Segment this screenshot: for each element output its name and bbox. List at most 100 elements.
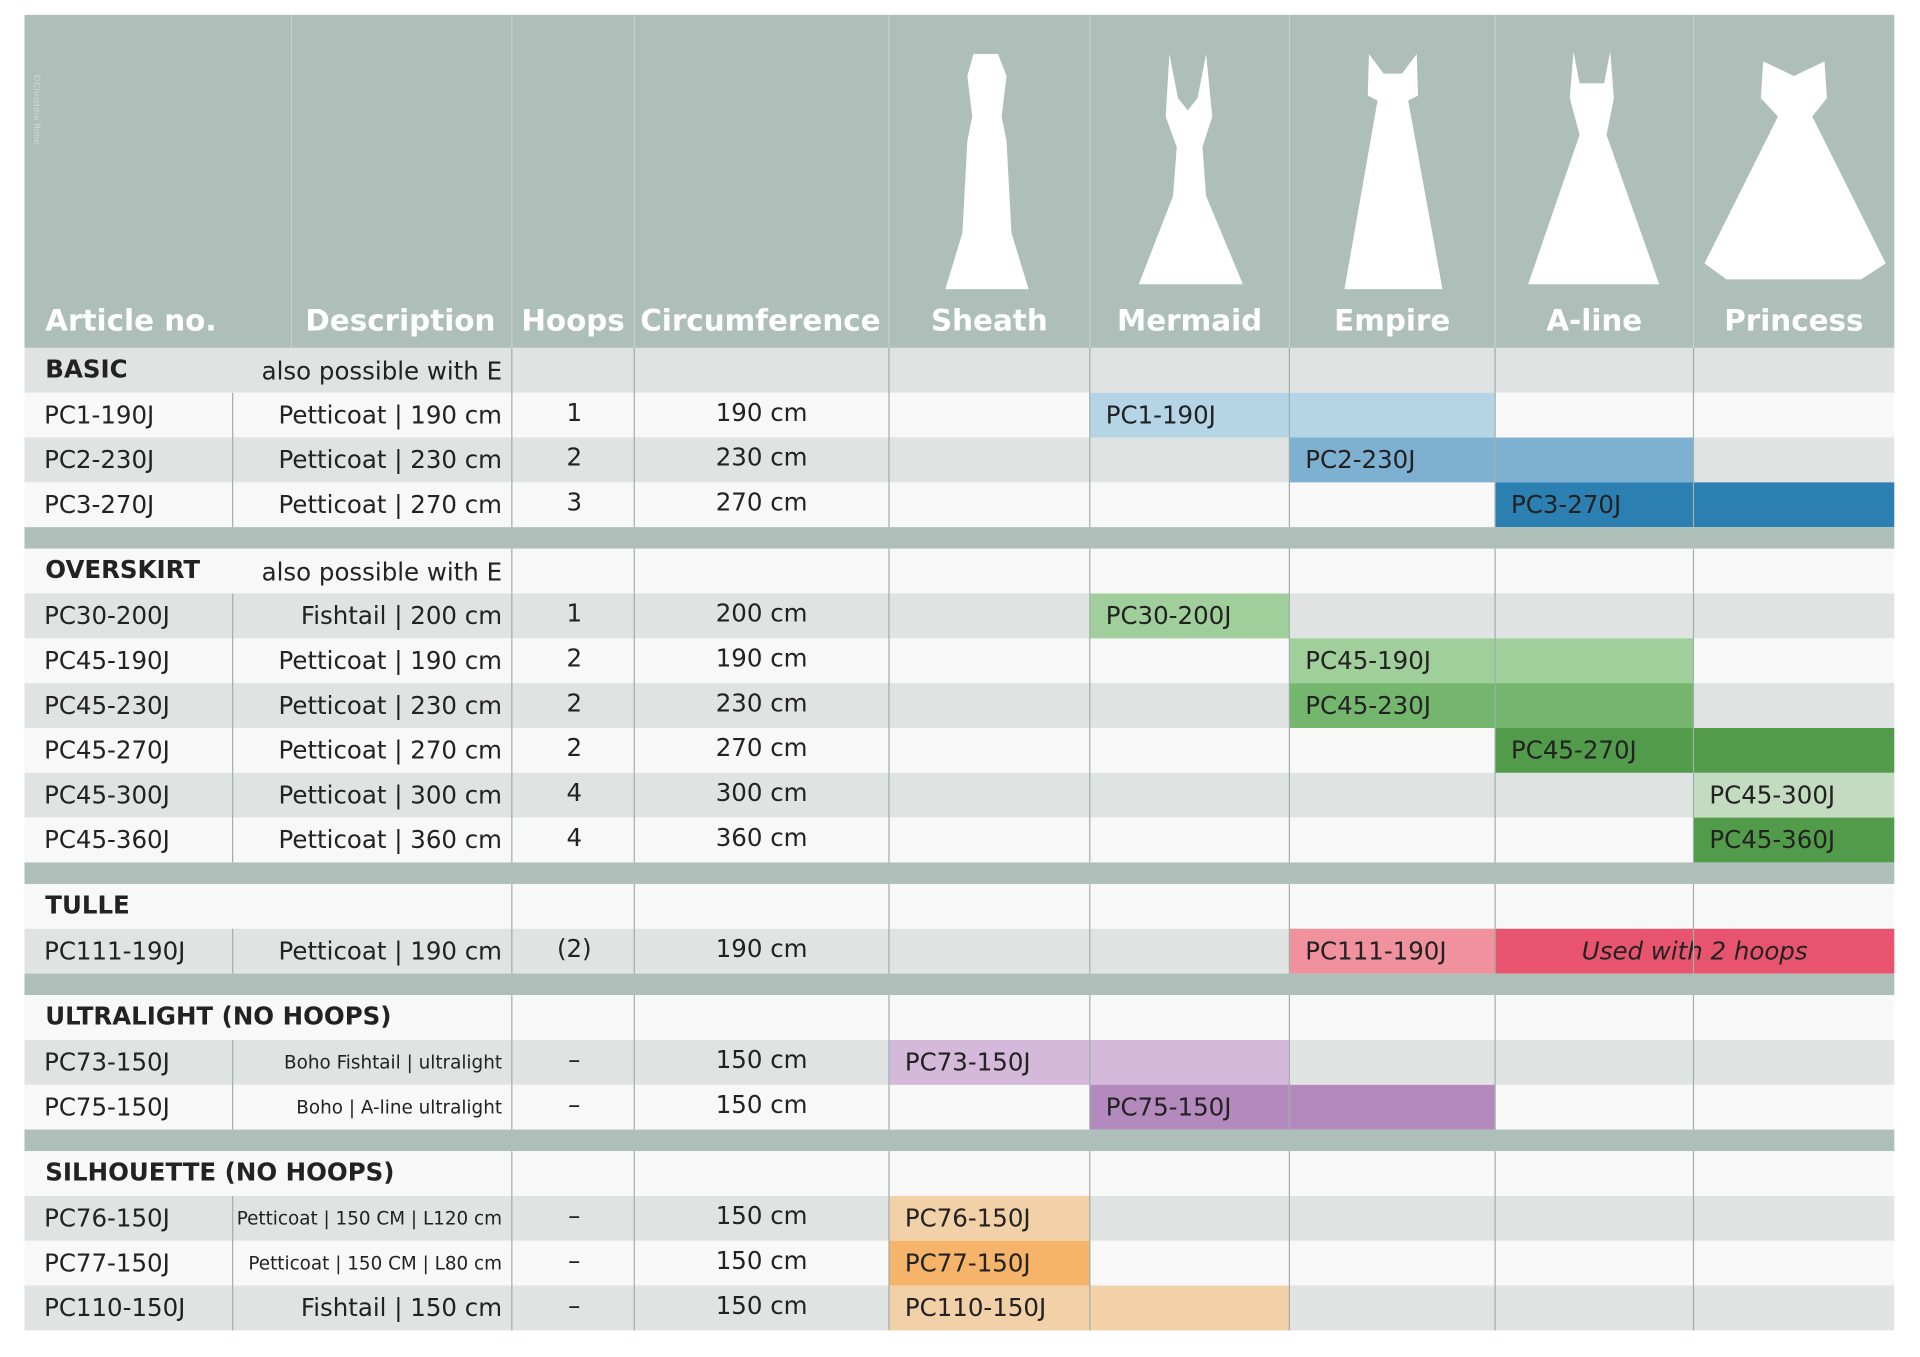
row-bg: [24, 392, 1895, 438]
hoops: –: [568, 1090, 580, 1119]
section-title: ULTRALIGHT (NO HOOPS): [45, 1002, 391, 1031]
description: Boho | A-line ultralight: [296, 1097, 502, 1118]
section-title: OVERSKIRT: [45, 555, 200, 584]
fit-bar: [1089, 1084, 1496, 1130]
fit-bar-label: PC45-300J: [1709, 780, 1835, 809]
column-header: Circumference: [640, 304, 880, 338]
article-no: PC111-190J: [44, 936, 185, 965]
hoops: (2): [557, 934, 592, 963]
hoops: 2: [566, 644, 582, 673]
fit-bar-label: PC45-270J: [1511, 736, 1637, 765]
circumference: 360 cm: [716, 823, 808, 852]
article-no: PC45-230J: [44, 691, 170, 720]
fit-bar-label: PC2-230J: [1305, 445, 1415, 474]
fit-bar-label: PC76-150J: [905, 1204, 1031, 1233]
article-no: PC45-190J: [44, 646, 170, 675]
hoops: 2: [566, 733, 582, 762]
dress-princess: [1704, 61, 1886, 280]
hoops: 4: [566, 823, 582, 852]
article-no: PC75-150J: [44, 1092, 170, 1121]
fit-bar-label: PC73-150J: [905, 1048, 1031, 1077]
hoops: 2: [566, 688, 582, 717]
fit-bar-label: PC45-360J: [1709, 825, 1835, 854]
section-separator: [24, 862, 1895, 884]
circumference: 150 cm: [716, 1045, 808, 1074]
fit-bar-label: PC111-190J: [1305, 936, 1446, 965]
fit-bar-label: PC77-150J: [905, 1248, 1031, 1277]
description: Petticoat | 270 cm: [279, 490, 503, 519]
article-no: PC45-270J: [44, 736, 170, 765]
row-bg: [24, 548, 1895, 594]
section-title: TULLE: [45, 890, 129, 919]
fit-bar-label: PC110-150J: [905, 1293, 1046, 1322]
fit-bar-label: Used with 2 hoops: [1582, 936, 1808, 965]
description: Petticoat | 270 cm: [279, 736, 503, 765]
hoops: –: [568, 1246, 580, 1275]
row-bg: [24, 1151, 1895, 1196]
section-note: also possible with E: [262, 558, 502, 587]
row-bg: [24, 772, 1895, 818]
article-no: PC2-230J: [44, 445, 154, 474]
fit-bar: [1289, 683, 1694, 728]
column-header: Hoops: [521, 304, 624, 338]
fit-bar-label: PC3-270J: [1511, 490, 1621, 519]
dress-mermaid: [1138, 54, 1243, 285]
circumference: 190 cm: [716, 644, 808, 673]
fit-bar: [1495, 482, 1895, 528]
column-header: Mermaid: [1117, 304, 1262, 338]
hoops: –: [568, 1201, 580, 1230]
row-bg: [24, 883, 1895, 929]
description: Petticoat | 150 CM | L120 cm: [237, 1209, 502, 1230]
circumference: 150 cm: [716, 1291, 808, 1320]
hoops: 2: [566, 443, 582, 472]
fit-bar-label: PC45-190J: [1305, 646, 1431, 675]
circumference: 300 cm: [716, 778, 808, 807]
article-no: PC77-150J: [44, 1248, 170, 1277]
row-bg: [24, 593, 1895, 639]
description: Petticoat | 190 cm: [279, 646, 503, 675]
column-header: Article no.: [45, 304, 216, 338]
article-no: PC76-150J: [44, 1204, 170, 1233]
article-no: PC45-360J: [44, 825, 170, 854]
article-no: PC1-190J: [44, 400, 154, 429]
dress-sheath: [945, 54, 1029, 290]
article-no: PC45-300J: [44, 780, 170, 809]
section-title: SILHOUETTE (NO HOOPS): [45, 1158, 394, 1187]
section-separator: [24, 527, 1895, 549]
description: Fishtail | 150 cm: [301, 1293, 502, 1322]
description: Fishtail | 200 cm: [301, 601, 502, 630]
fit-bar-label: PC45-230J: [1305, 691, 1431, 720]
hoops: 4: [566, 778, 582, 807]
column-header: Empire: [1334, 304, 1450, 338]
fit-bar: [888, 1039, 1290, 1085]
description: Petticoat | 190 cm: [279, 400, 503, 429]
description: Petticoat | 300 cm: [279, 780, 503, 809]
fit-bar: [1495, 928, 1895, 974]
fit-bar-label: PC30-200J: [1106, 601, 1232, 630]
fit-bar: [1089, 392, 1496, 438]
circumference: 270 cm: [716, 488, 808, 517]
fit-bar: [1495, 727, 1895, 773]
column-header: Princess: [1724, 304, 1863, 338]
hoops: –: [568, 1045, 580, 1074]
row-bg: [24, 995, 1895, 1040]
hoops: –: [568, 1291, 580, 1320]
fit-bar: [1289, 437, 1694, 483]
circumference: 270 cm: [716, 733, 808, 762]
section-note: also possible with E: [262, 357, 502, 386]
circumference: 200 cm: [716, 599, 808, 628]
article-no: PC30-200J: [44, 601, 170, 630]
row-bg: [24, 347, 1895, 393]
circumference: 150 cm: [716, 1246, 808, 1275]
description: Boho Fishtail | ultralight: [284, 1053, 502, 1074]
fit-bar: [1089, 593, 1290, 639]
column-header: A-line: [1546, 304, 1642, 338]
fit-bar-label: PC1-190J: [1106, 400, 1216, 429]
row-bg: [24, 817, 1895, 863]
description: Petticoat | 230 cm: [279, 691, 503, 720]
fit-bar: [888, 1240, 1090, 1286]
description: Petticoat | 190 cm: [279, 936, 503, 965]
circumference: 190 cm: [716, 934, 808, 963]
